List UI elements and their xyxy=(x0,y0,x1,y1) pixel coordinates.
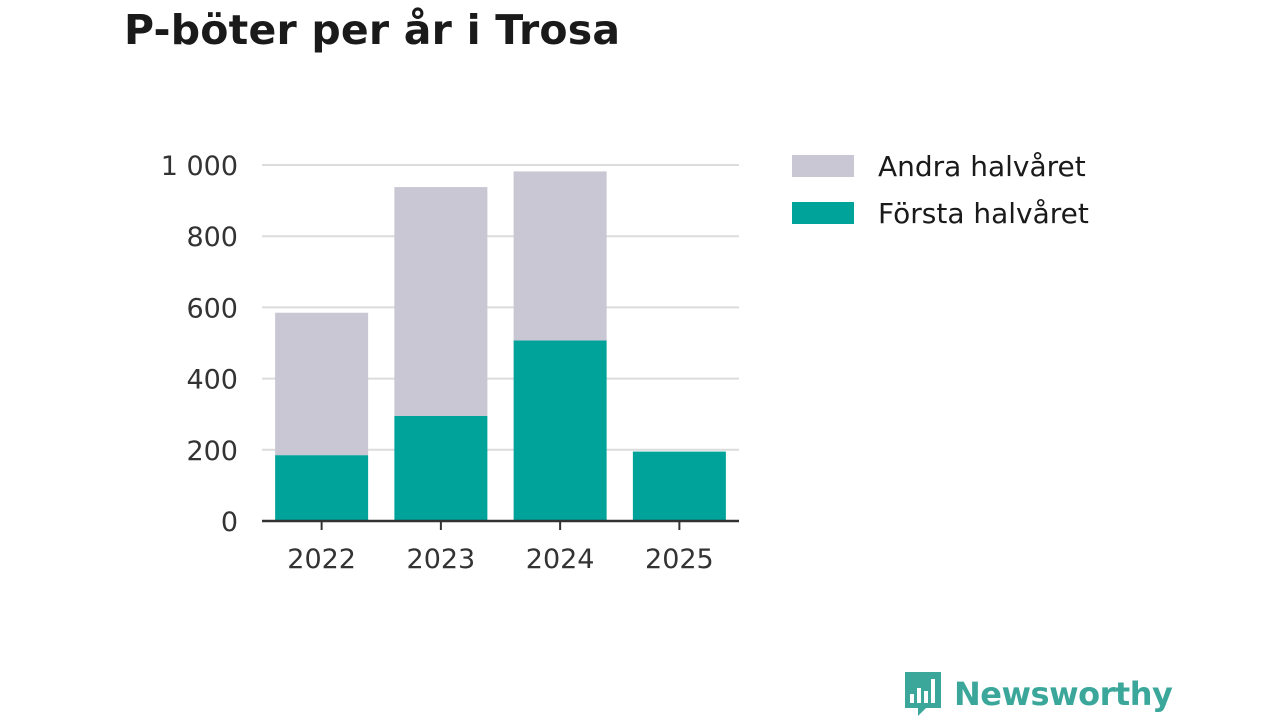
legend: Andra halvåret Första halvåret xyxy=(792,150,1089,230)
y-tick-label: 800 xyxy=(186,222,238,253)
bar-segment xyxy=(394,415,488,521)
x-tick-label: 2025 xyxy=(645,544,714,575)
legend-label: Andra halvåret xyxy=(878,150,1086,183)
bar-segment xyxy=(275,455,369,521)
bars xyxy=(275,171,726,521)
legend-label: Första halvåret xyxy=(878,197,1089,230)
bar-segment xyxy=(632,451,726,521)
legend-swatch xyxy=(792,155,854,177)
x-tick-label: 2024 xyxy=(526,544,595,575)
y-tick-label: 400 xyxy=(186,365,238,396)
bar-segment xyxy=(275,312,369,456)
axes: 0 200 400 600 800 1 000 2022 2023 2024 2025 xyxy=(161,151,739,575)
brand-logo: Newsworthy xyxy=(902,670,1173,718)
newsworthy-chart-icon xyxy=(905,672,941,716)
y-tick-label: 200 xyxy=(186,436,238,467)
chart-title: P-böter per år i Trosa xyxy=(124,6,621,54)
y-tick-label: 600 xyxy=(186,293,238,324)
y-tick-label: 1 000 xyxy=(161,151,238,182)
brand-name: Newsworthy xyxy=(954,675,1173,713)
bar-segment xyxy=(513,340,607,521)
legend-swatch xyxy=(792,202,854,224)
x-tick-label: 2022 xyxy=(287,544,356,575)
x-tick-label: 2023 xyxy=(407,544,476,575)
bar-segment xyxy=(394,187,488,416)
bar-segment xyxy=(513,171,607,341)
y-tick-label: 0 xyxy=(221,507,238,538)
